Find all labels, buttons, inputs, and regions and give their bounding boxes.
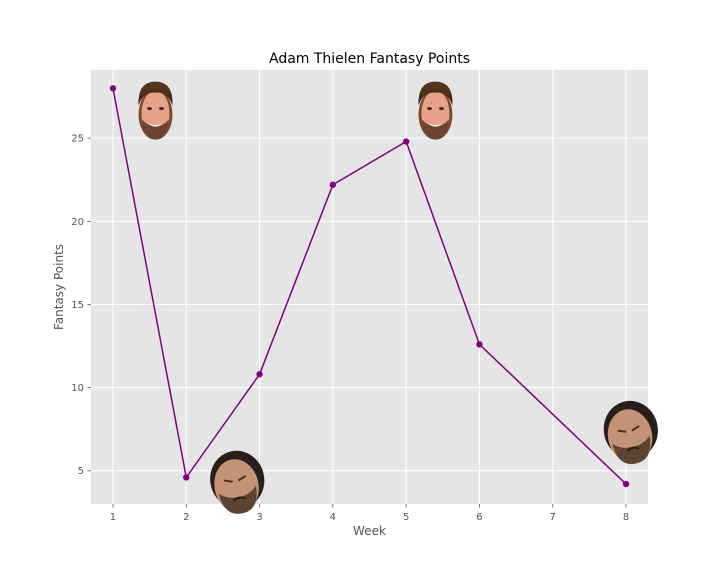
x-tick-label: 5	[403, 512, 409, 523]
x-tick-label: 3	[256, 512, 262, 523]
happy-face-icon	[138, 81, 173, 140]
y-tick-label: 20	[71, 217, 84, 228]
grid-lines	[91, 70, 648, 504]
data-point	[476, 341, 483, 348]
x-tick-label: 7	[550, 512, 556, 523]
sad-face-icon	[210, 450, 265, 514]
data-point	[109, 85, 117, 92]
x-tick-label: 6	[476, 512, 482, 523]
happy-face-icon	[418, 81, 453, 140]
data-point	[402, 138, 410, 145]
data-point	[183, 474, 190, 481]
data-point	[256, 371, 263, 378]
y-tick-label: 10	[71, 383, 84, 394]
x-axis: 1 2 3 4 5 6 7 8	[110, 504, 629, 523]
y-axis-label: Fantasy Points	[52, 244, 66, 330]
y-tick-label: 5	[78, 466, 84, 477]
data-point	[329, 181, 337, 188]
x-tick-label: 8	[623, 512, 629, 523]
y-axis: 5 10 15 20 25	[71, 134, 91, 477]
x-tick-label: 4	[330, 512, 336, 523]
data-point	[622, 480, 630, 488]
sad-face-icon	[603, 400, 658, 465]
x-axis-label: Week	[353, 524, 386, 538]
y-tick-label: 25	[71, 134, 84, 145]
plot-background	[91, 70, 648, 504]
annotation-group	[138, 81, 658, 514]
chart-title: Adam Thielen Fantasy Points	[269, 51, 470, 67]
series-group	[109, 85, 630, 488]
x-tick-label: 2	[183, 512, 189, 523]
x-tick-label: 1	[110, 512, 116, 523]
y-tick-label: 15	[71, 300, 84, 311]
